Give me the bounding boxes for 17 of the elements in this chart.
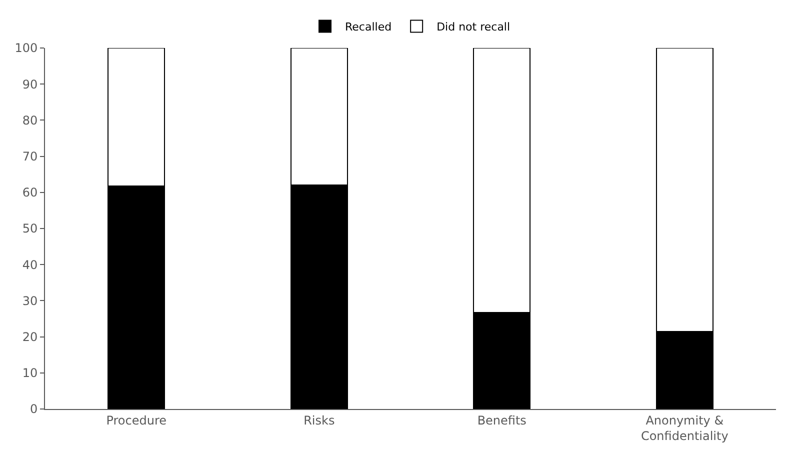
y-tick-label: 80 [22,113,38,128]
legend-label: Recalled [345,20,392,34]
y-tick-label: 20 [22,330,38,344]
x-tick-label: Anonymity & Confidentiality [640,413,728,443]
x-tick-label: Risks [304,413,335,428]
y-tick-label: 0 [30,402,38,416]
y-tick-label: 40 [22,258,38,272]
x-tick-label: Procedure [106,413,167,428]
y-tick-label: 90 [22,77,38,92]
y-tick-label: 100 [14,41,38,56]
y-tick-label: 10 [22,366,38,380]
x-tick-label: Benefits [477,413,526,428]
y-tick-label: 30 [22,294,38,308]
y-tick-label: 60 [22,186,38,200]
y-tick-label: 70 [22,150,38,164]
y-tick-label: 50 [22,222,38,236]
legend-label: Did not recall [436,20,510,34]
